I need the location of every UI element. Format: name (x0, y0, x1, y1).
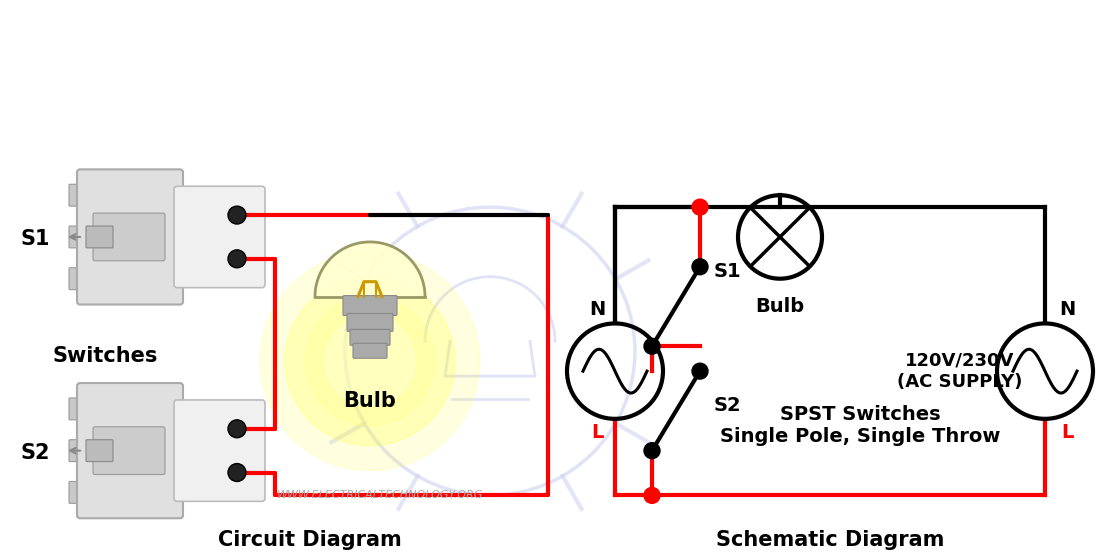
FancyBboxPatch shape (86, 440, 113, 461)
Circle shape (228, 250, 246, 268)
FancyBboxPatch shape (94, 213, 165, 261)
Text: WWW.ELECTRICALTECHNOLOGY.ORG: WWW.ELECTRICALTECHNOLOGY.ORG (277, 491, 483, 501)
Circle shape (692, 199, 708, 215)
Circle shape (644, 487, 660, 503)
FancyBboxPatch shape (69, 440, 85, 461)
Circle shape (644, 338, 660, 354)
Circle shape (692, 259, 708, 275)
Text: S1: S1 (714, 262, 741, 281)
Text: Circuit Diagram: Circuit Diagram (218, 530, 402, 550)
FancyBboxPatch shape (86, 226, 113, 248)
FancyBboxPatch shape (343, 296, 397, 315)
Polygon shape (315, 242, 425, 297)
FancyBboxPatch shape (174, 400, 265, 501)
Circle shape (285, 277, 455, 446)
Text: SPST Switches
Single Pole, Single Throw: SPST Switches Single Pole, Single Throw (719, 405, 1000, 446)
Circle shape (305, 297, 434, 426)
Text: N: N (1059, 300, 1075, 319)
Text: How To Wire Switches in Series?: How To Wire Switches in Series? (144, 20, 956, 63)
Circle shape (260, 252, 480, 470)
Text: S2: S2 (20, 442, 50, 463)
Text: S2: S2 (714, 396, 741, 416)
Text: N: N (588, 300, 605, 319)
Circle shape (228, 420, 246, 438)
Text: Bulb: Bulb (343, 391, 396, 411)
FancyBboxPatch shape (174, 186, 265, 288)
FancyBboxPatch shape (77, 169, 183, 305)
FancyBboxPatch shape (69, 482, 85, 503)
FancyBboxPatch shape (94, 427, 165, 474)
Text: S1: S1 (20, 229, 50, 249)
Circle shape (692, 363, 708, 379)
FancyBboxPatch shape (346, 314, 393, 332)
FancyBboxPatch shape (69, 184, 85, 206)
Text: L: L (1060, 423, 1074, 442)
Text: L: L (591, 423, 603, 442)
FancyBboxPatch shape (69, 226, 85, 248)
Text: Schematic Diagram: Schematic Diagram (716, 530, 944, 550)
Text: 120V/230V
(AC SUPPLY): 120V/230V (AC SUPPLY) (898, 352, 1023, 390)
FancyBboxPatch shape (69, 268, 85, 290)
Circle shape (228, 464, 246, 482)
Circle shape (644, 443, 660, 459)
Text: Bulb: Bulb (756, 297, 804, 316)
FancyBboxPatch shape (77, 383, 183, 518)
FancyBboxPatch shape (69, 398, 85, 420)
FancyBboxPatch shape (350, 329, 390, 346)
Circle shape (228, 206, 246, 224)
FancyBboxPatch shape (353, 343, 387, 358)
Circle shape (324, 316, 415, 406)
Text: Switches: Switches (53, 346, 157, 366)
